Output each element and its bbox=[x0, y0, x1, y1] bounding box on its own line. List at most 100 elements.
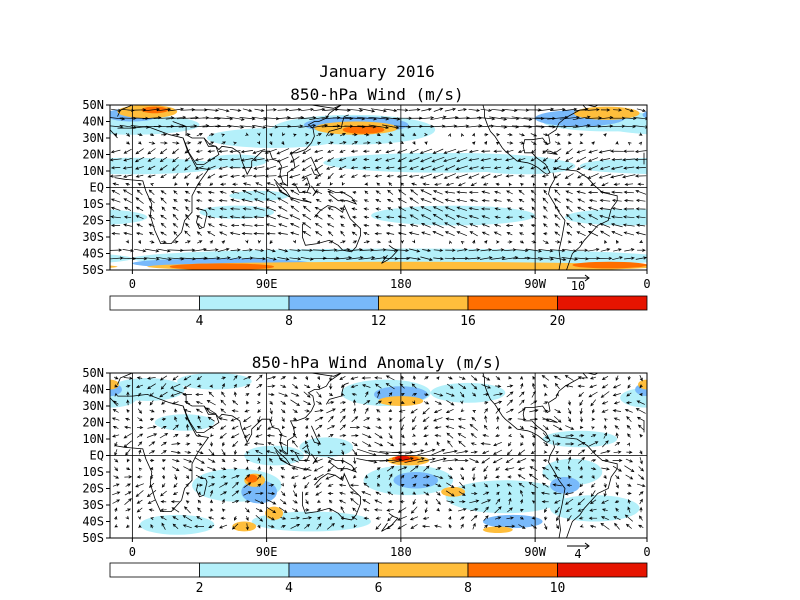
wind-vector bbox=[432, 206, 443, 212]
coastline bbox=[311, 453, 318, 465]
wind-vector bbox=[220, 516, 226, 520]
wind-vector bbox=[280, 491, 286, 497]
wind-vector bbox=[133, 248, 147, 253]
wind-vector bbox=[555, 451, 560, 455]
wind-vector bbox=[444, 165, 456, 171]
wind-vector bbox=[123, 223, 132, 227]
wind-vector bbox=[443, 449, 458, 454]
wind-vector bbox=[493, 157, 502, 162]
wind-vector bbox=[364, 391, 369, 398]
wind-vector bbox=[635, 166, 646, 170]
wind-vector bbox=[387, 491, 394, 496]
wind-vector bbox=[327, 149, 334, 153]
wind-vector bbox=[253, 442, 264, 446]
wind-vector bbox=[123, 174, 133, 178]
wind-vector bbox=[110, 166, 121, 170]
wind-vector bbox=[626, 392, 632, 397]
coastline bbox=[327, 456, 358, 473]
wind-vector bbox=[208, 524, 215, 529]
wind-vector bbox=[577, 206, 586, 212]
wind-vector bbox=[611, 157, 623, 162]
wind-vector bbox=[374, 383, 382, 389]
wind-vector bbox=[352, 240, 358, 244]
wind-vector bbox=[340, 466, 345, 472]
wind-vector bbox=[363, 199, 369, 203]
wind-vector bbox=[567, 465, 571, 472]
colorbar-swatch bbox=[467, 562, 558, 578]
wind-vector bbox=[432, 173, 444, 179]
wind-vector bbox=[624, 256, 635, 260]
shading-contour bbox=[6, 459, 66, 485]
wind-vector bbox=[207, 215, 215, 219]
wind-vector bbox=[350, 149, 358, 153]
wind-vector bbox=[269, 133, 273, 137]
wind-vector bbox=[126, 408, 130, 413]
wind-vector bbox=[610, 223, 623, 228]
wind-vector bbox=[221, 141, 226, 145]
wind-vector bbox=[481, 215, 490, 219]
wind-vector bbox=[590, 450, 597, 455]
wind-vector bbox=[623, 190, 634, 194]
wind-vector bbox=[266, 248, 276, 253]
wind-vector bbox=[470, 442, 477, 446]
shading-contour bbox=[684, 262, 800, 272]
wind-vector bbox=[112, 182, 119, 186]
wind-vector bbox=[174, 408, 178, 413]
wind-vector bbox=[278, 449, 287, 455]
wind-vector bbox=[170, 392, 181, 397]
wind-vector bbox=[138, 467, 143, 472]
shading-contour bbox=[13, 477, 43, 494]
wind-vector bbox=[388, 432, 393, 439]
wind-vector bbox=[506, 232, 513, 236]
wind-vector bbox=[174, 182, 178, 186]
wind-vector bbox=[564, 374, 574, 381]
shading-contour bbox=[678, 107, 705, 114]
wind-vector bbox=[612, 393, 621, 397]
wind-vector bbox=[219, 190, 227, 194]
wind-vector bbox=[600, 108, 611, 112]
wind-vector bbox=[253, 223, 264, 228]
wind-vector bbox=[459, 500, 466, 504]
wind-vector bbox=[434, 434, 442, 438]
wind-vector bbox=[314, 409, 324, 413]
coastline bbox=[311, 157, 322, 177]
wind-vector bbox=[518, 524, 526, 529]
wind-vector bbox=[567, 133, 573, 137]
wind-vector bbox=[578, 182, 584, 186]
wind-vector bbox=[341, 449, 345, 456]
wind-vector bbox=[625, 458, 634, 463]
wind-vector bbox=[125, 384, 131, 388]
shading-contour bbox=[6, 431, 81, 448]
lat-label: 50S bbox=[82, 263, 104, 277]
coastline bbox=[117, 105, 342, 117]
shading-contour bbox=[714, 373, 789, 390]
wind-vector bbox=[303, 458, 310, 463]
wind-vector bbox=[506, 141, 514, 145]
wind-vector bbox=[508, 376, 512, 380]
wind-vector bbox=[245, 523, 249, 531]
wind-vector bbox=[363, 141, 371, 145]
wind-vector bbox=[456, 206, 468, 211]
wind-vector bbox=[517, 474, 526, 480]
wind-vector bbox=[490, 256, 506, 260]
wind-vector bbox=[624, 248, 635, 252]
shading-contour bbox=[783, 474, 795, 482]
wind-vector bbox=[160, 500, 167, 504]
wind-vector bbox=[233, 450, 237, 456]
wind-vector bbox=[484, 240, 488, 244]
wind-vector bbox=[316, 522, 322, 530]
wind-vector bbox=[562, 107, 578, 112]
wind-vector bbox=[231, 409, 239, 413]
wind-vector bbox=[434, 524, 442, 528]
wind-vector bbox=[553, 415, 562, 423]
wind-vector bbox=[400, 484, 405, 488]
wind-vector bbox=[353, 457, 357, 465]
wind-vector bbox=[517, 417, 527, 421]
wind-vector bbox=[543, 441, 549, 447]
wind-vector bbox=[290, 458, 299, 463]
wind-vector bbox=[555, 240, 561, 244]
lat-label: 20S bbox=[82, 482, 104, 496]
wind-vector bbox=[472, 483, 476, 488]
wind-vector bbox=[185, 213, 190, 221]
wind-vector bbox=[507, 441, 512, 447]
